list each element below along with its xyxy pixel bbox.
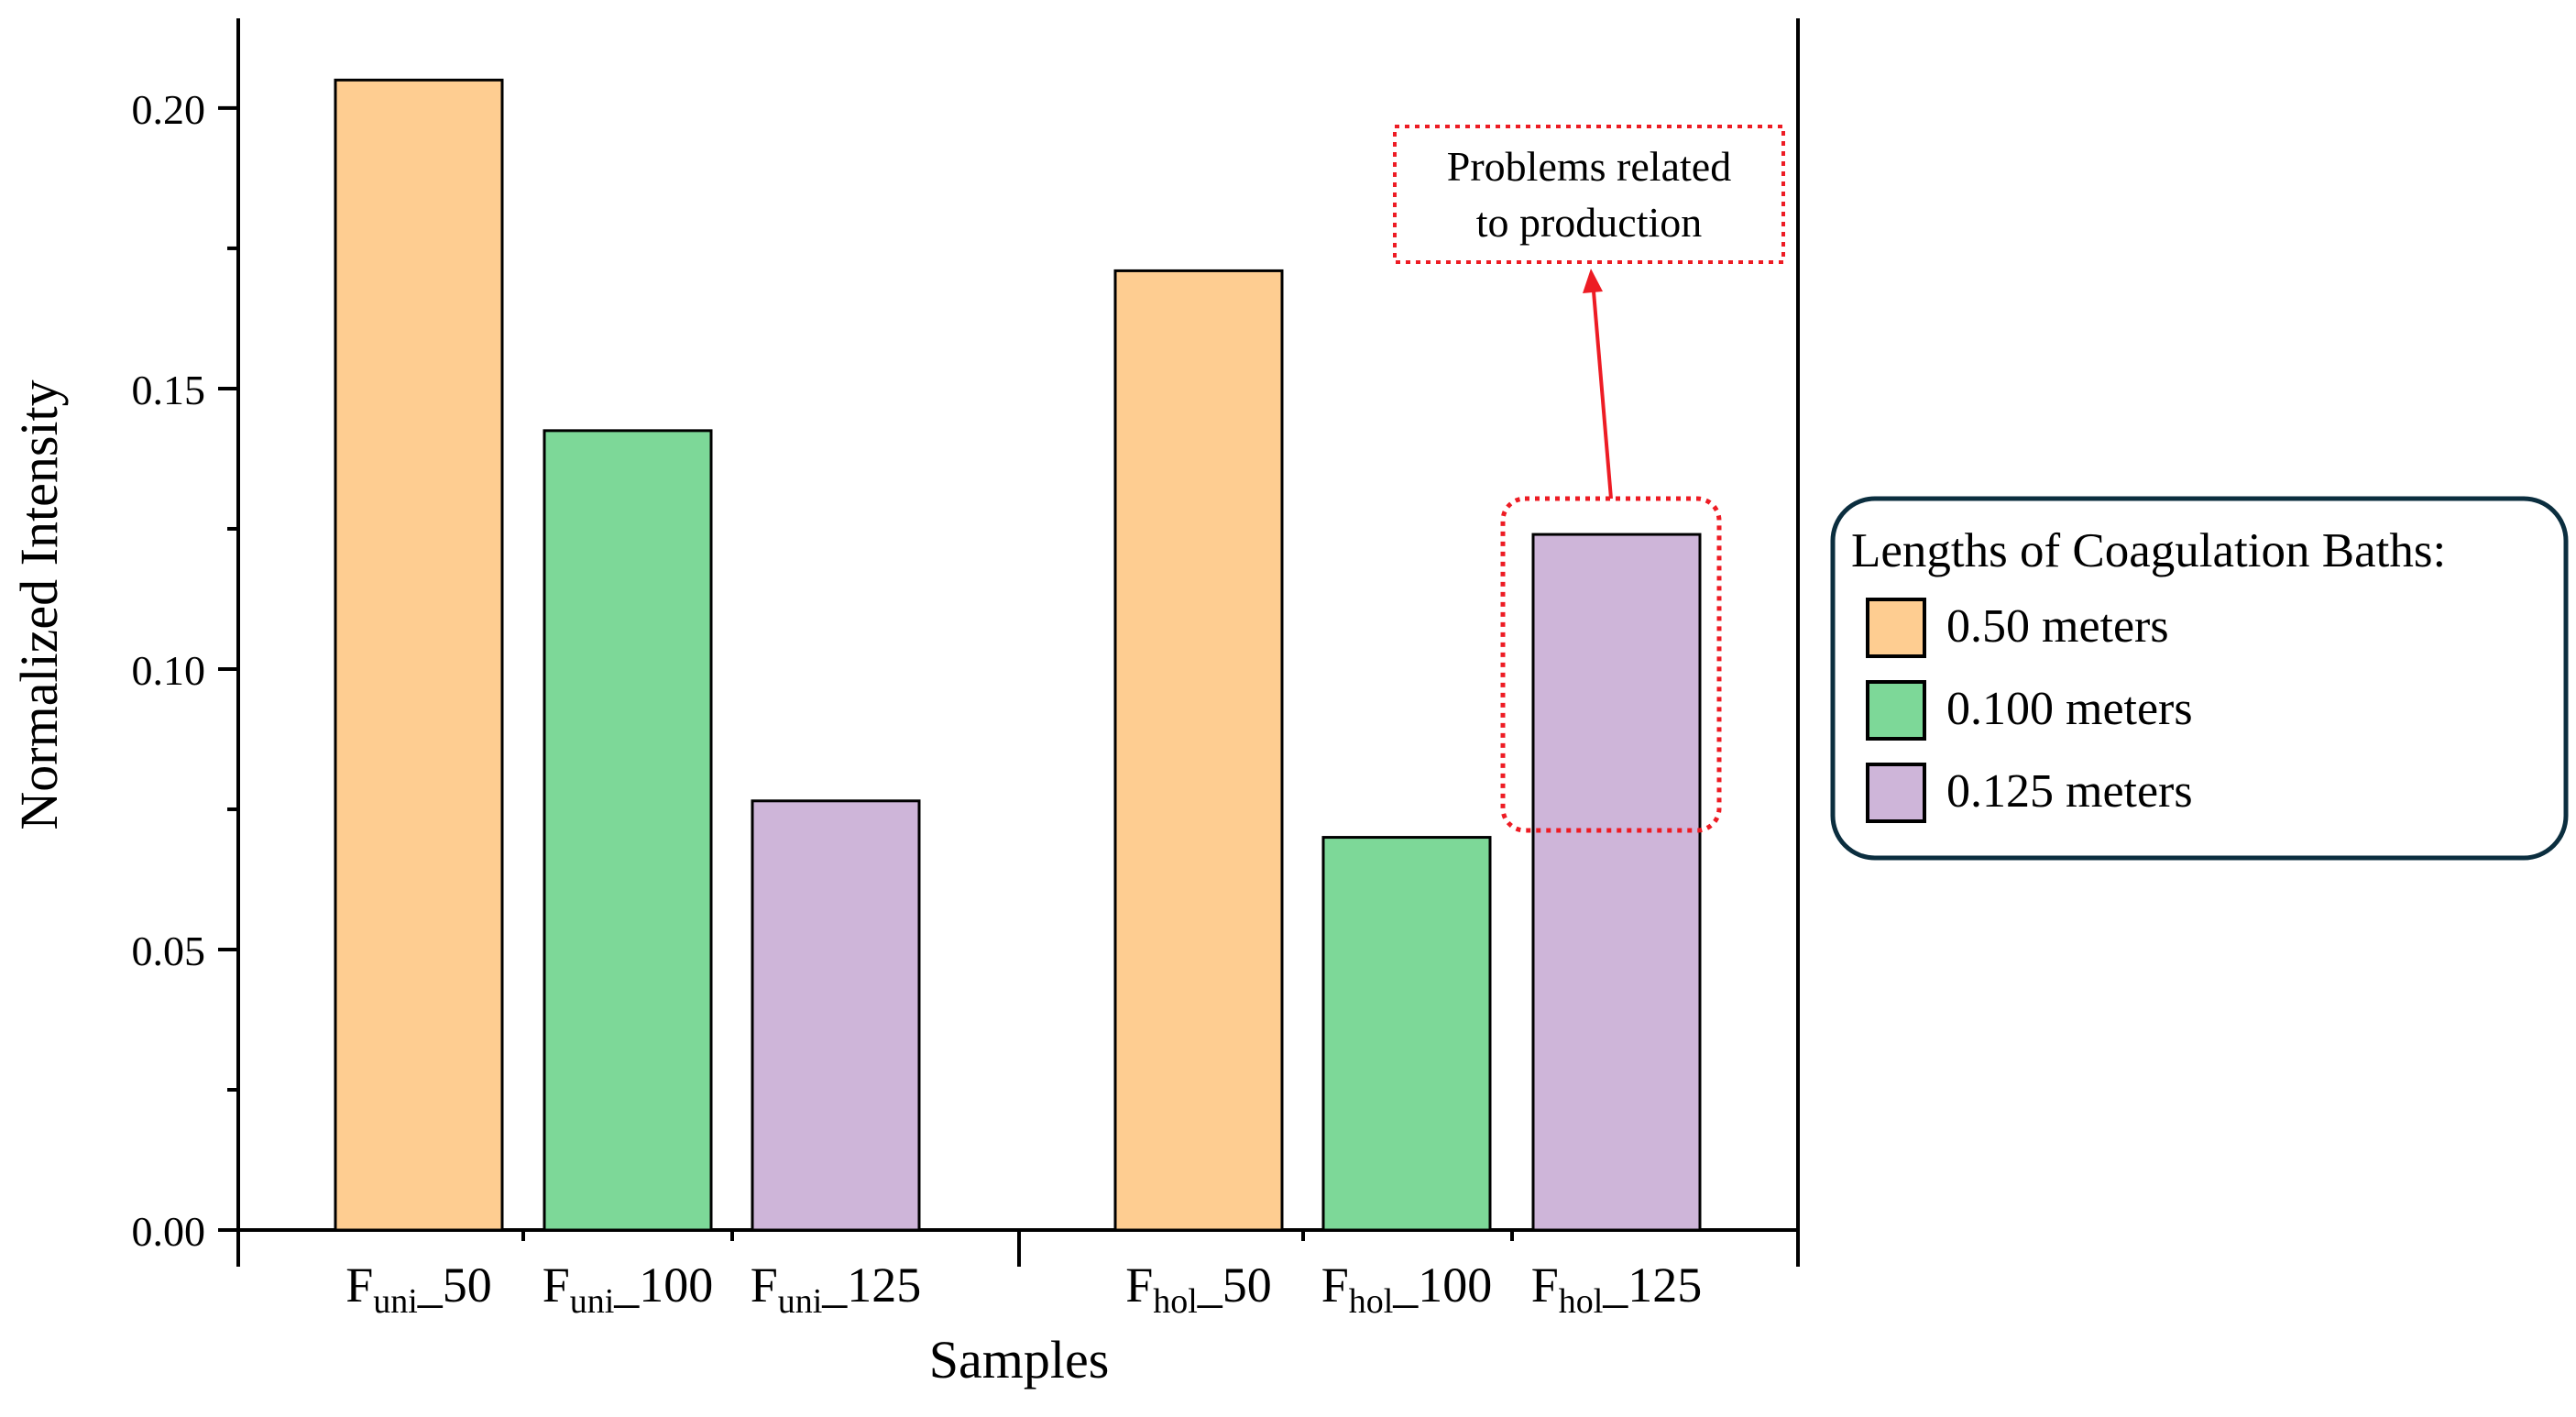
x-tick-label: Fhol_125	[1531, 1258, 1703, 1321]
y-tick-label: 0.15	[132, 367, 206, 413]
y-tick-labels: 0.00 0.05 0.10 0.15 0.20	[132, 86, 206, 1255]
bar-uni-125	[751, 799, 921, 1232]
x-axis-title: Samples	[929, 1330, 1110, 1390]
bar-uni-100	[543, 429, 713, 1232]
legend-label: 0.125 meters	[1946, 765, 2193, 818]
annotation-box	[1393, 125, 1785, 264]
legend-swatch	[1866, 763, 1926, 823]
x-tick-labels: Funi_50 Funi_100 Funi_125 Fhol_50 Fhol_100 Fh…	[345, 1258, 1702, 1321]
legend-box	[1830, 496, 2569, 861]
annotation-line-1: Problems related	[1447, 143, 1731, 190]
legend-swatch	[1866, 680, 1926, 741]
legend-swatch	[1866, 598, 1926, 658]
bars-layer	[334, 78, 1702, 1232]
annotation-arrow-head	[1583, 269, 1603, 293]
annotation-callout: Problems related to production	[1393, 125, 1785, 833]
y-tick-label: 0.00	[132, 1208, 206, 1255]
y-axis-title: Normalized Intensity	[9, 379, 69, 829]
x-tick-label: Funi_125	[751, 1258, 922, 1321]
y-tick-label: 0.20	[132, 86, 206, 133]
legend-label: 0.50 meters	[1946, 600, 2169, 653]
annotation-arrow-line	[1592, 291, 1613, 500]
legend-title: Lengths of Coagulation Baths:	[1851, 524, 2446, 577]
y-tick-label: 0.10	[132, 647, 206, 694]
annotation-line-2: to production	[1476, 199, 1703, 246]
bar-hol-100	[1321, 836, 1492, 1232]
legend: Lengths of Coagulation Baths: 0.50 meter…	[1830, 496, 2569, 861]
x-tick-label: Funi_50	[345, 1258, 492, 1321]
bar-hol-125	[1531, 533, 1702, 1232]
legend-label: 0.100 meters	[1946, 683, 2193, 735]
annotation-highlight-box	[1500, 496, 1722, 833]
x-tick-label: Fhol_50	[1125, 1258, 1272, 1321]
bar-uni-50	[334, 78, 504, 1232]
y-tick-label: 0.05	[132, 928, 206, 974]
bar-hol-50	[1113, 269, 1284, 1232]
x-tick-label: Fhol_100	[1321, 1258, 1493, 1321]
x-tick-label: Funi_100	[543, 1258, 714, 1321]
legend-entries: 0.50 meters 0.100 meters 0.125 meters	[1866, 598, 2193, 823]
